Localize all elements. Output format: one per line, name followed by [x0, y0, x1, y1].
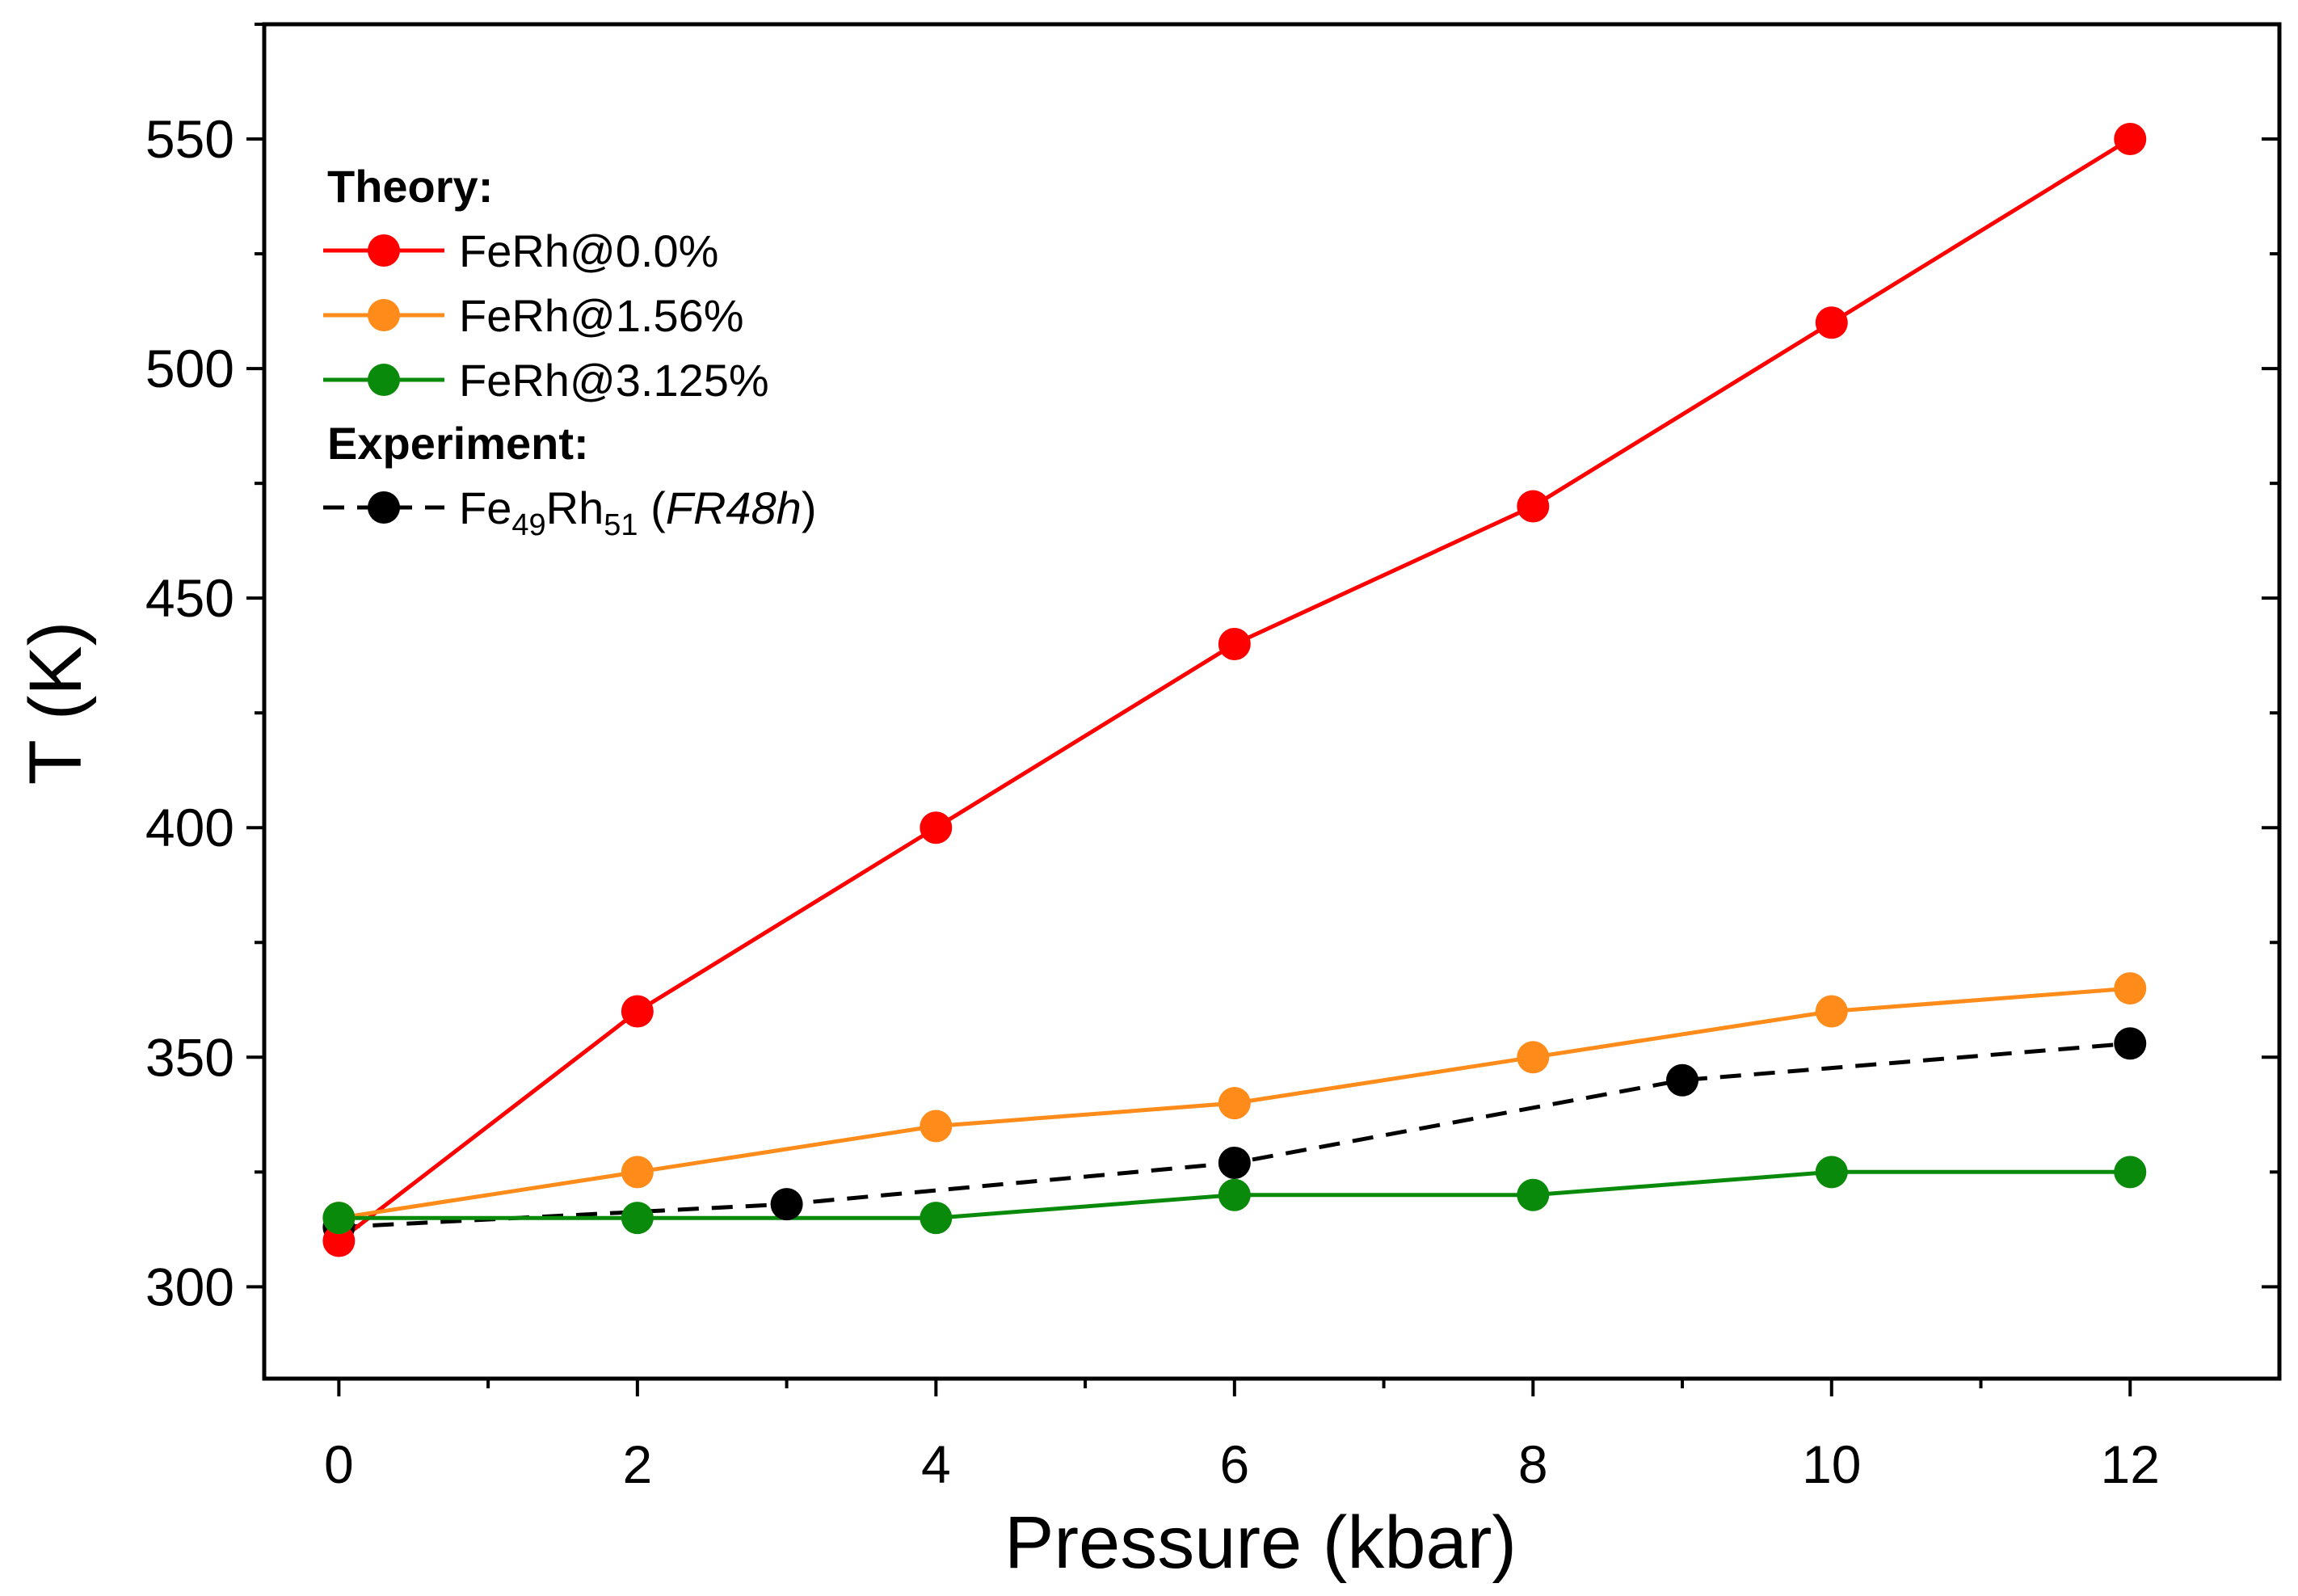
data-point-ferh-3-125 [1517, 1178, 1550, 1211]
y-tick-label: 300 [145, 1257, 234, 1316]
data-point-ferh-1-56 [920, 1110, 953, 1143]
x-tick-label: 12 [2101, 1434, 2160, 1494]
legend-label-ferh-3-125: FeRh@3.125% [459, 355, 769, 406]
data-point-ferh-3-125 [920, 1202, 953, 1235]
legend-heading-theory: Theory: [327, 161, 493, 212]
legend-label-ferh-1-56: FeRh@1.56% [459, 290, 744, 341]
data-point-fe49rh51-fr48h [1218, 1146, 1251, 1179]
legend-marker-ferh-1-56 [368, 299, 400, 331]
data-point-ferh-0-0 [2114, 123, 2147, 156]
legend-marker-experiment [368, 491, 400, 524]
data-point-ferh-1-56 [2114, 972, 2147, 1005]
data-point-ferh-0-0 [1218, 627, 1251, 660]
x-tick-label: 2 [622, 1434, 652, 1494]
y-tick-label: 550 [145, 109, 234, 169]
y-tick-label: 500 [145, 339, 234, 398]
data-point-ferh-0-0 [621, 995, 654, 1028]
data-point-ferh-1-56 [1218, 1087, 1251, 1120]
y-tick-label: 450 [145, 568, 234, 628]
data-point-ferh-3-125 [621, 1202, 654, 1235]
tick-labels: 0 2 4 6 8 10 12 300 350 400 450 500 550 [145, 109, 2160, 1494]
legend-label-sub-51: 51 [604, 508, 638, 542]
plot-frame [262, 22, 2282, 1381]
data-point-ferh-1-56 [1517, 1041, 1550, 1074]
data-point-ferh-0-0 [920, 811, 953, 844]
legend-label-sub-49: 49 [511, 508, 545, 542]
data-point-ferh-3-125 [1815, 1156, 1848, 1189]
x-tick-label: 6 [1219, 1434, 1249, 1494]
data-point-ferh-1-56 [1815, 995, 1848, 1028]
legend-label-open-paren: ( [638, 482, 667, 533]
legend-marker-ferh-3-125 [368, 364, 400, 396]
data-point-ferh-0-0 [322, 1224, 356, 1257]
x-axis-title: Pressure (kbar) [1004, 1501, 1517, 1584]
data-point-fe49rh51-fr48h [1666, 1063, 1699, 1097]
data-point-fe49rh51-fr48h [2114, 1027, 2147, 1060]
legend-label-experiment: Fe49Rh51 (FR48h) [459, 482, 816, 542]
data-point-ferh-3-125 [1218, 1178, 1251, 1211]
data-point-ferh-0-0 [1517, 490, 1550, 523]
data-point-ferh-3-125 [322, 1202, 356, 1235]
legend-marker-ferh-0 [368, 234, 400, 267]
legend-label-fe: Fe [459, 482, 511, 533]
legend: Theory: FeRh@0.0% FeRh@1.56% FeRh@3.125%… [323, 161, 816, 542]
data-point-ferh-1-56 [621, 1156, 654, 1189]
data-point-ferh-0-0 [1815, 306, 1848, 339]
axis-ticks [246, 23, 2279, 1396]
legend-label-ferh-0: FeRh@0.0% [459, 225, 718, 276]
y-tick-label: 400 [145, 798, 234, 857]
legend-label-sample-id: FR48h [666, 482, 802, 533]
plot-markers [322, 123, 2147, 1257]
y-axis-title: T (K) [15, 621, 97, 785]
legend-label-close-paren: ) [802, 482, 817, 533]
y-tick-label: 350 [145, 1027, 234, 1087]
x-tick-label: 4 [921, 1434, 951, 1494]
legend-heading-experiment: Experiment: [327, 418, 589, 469]
x-tick-label: 8 [1518, 1434, 1548, 1494]
legend-label-rh: Rh [546, 482, 604, 533]
data-point-fe49rh51-fr48h [770, 1188, 803, 1221]
data-point-ferh-3-125 [2114, 1156, 2147, 1189]
x-tick-label: 0 [324, 1434, 354, 1494]
x-tick-label: 10 [1802, 1434, 1861, 1494]
